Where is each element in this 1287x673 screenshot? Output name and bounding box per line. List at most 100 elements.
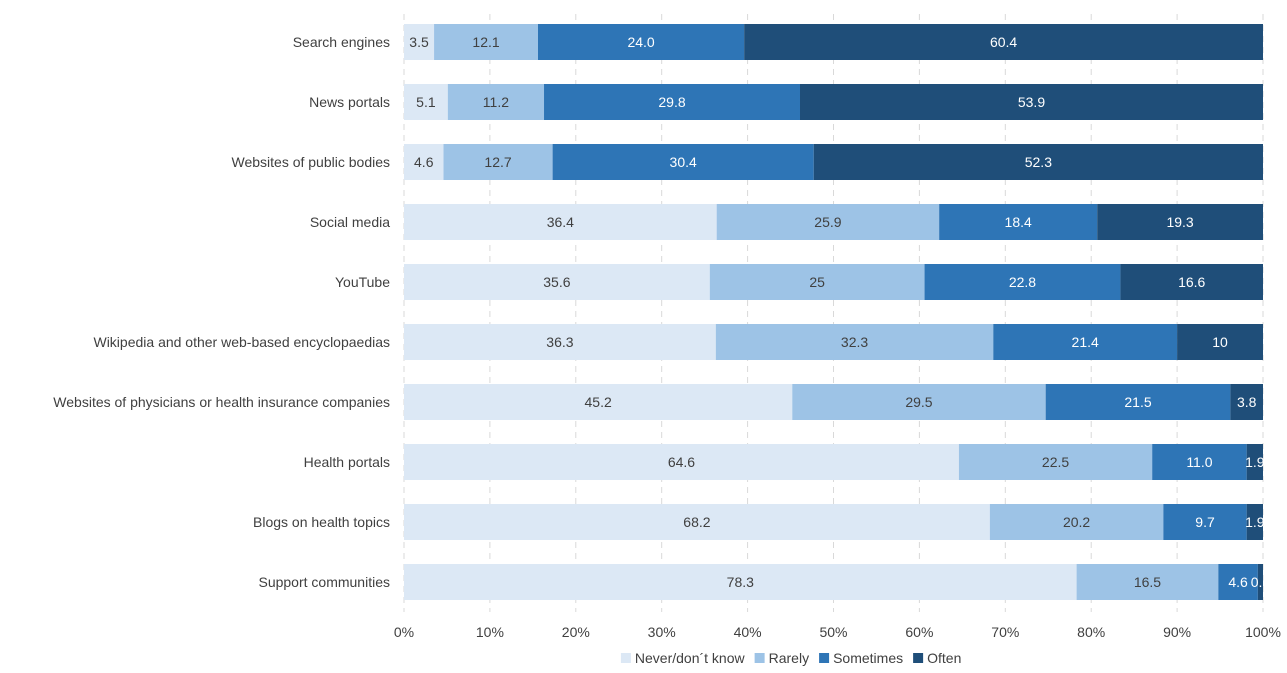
bar-segment xyxy=(1177,324,1263,360)
category-labels: Search engines News portals Websites of pu… xyxy=(53,34,390,590)
x-tick-label: 40% xyxy=(734,624,762,640)
bar-segment xyxy=(404,444,959,480)
bar-segment xyxy=(434,24,539,60)
bar-segment xyxy=(1218,564,1258,600)
data-label: 3.5 xyxy=(409,34,429,50)
bar-segment xyxy=(716,204,940,240)
category-label: Search engines xyxy=(293,34,390,50)
data-label: 1.9 xyxy=(1245,454,1265,470)
bar-segment xyxy=(404,384,793,420)
data-label: 18.4 xyxy=(1005,214,1032,230)
data-label: 12.1 xyxy=(472,34,499,50)
category-label: YouTube xyxy=(335,274,390,290)
data-label: 45.2 xyxy=(585,394,612,410)
data-label: 12.7 xyxy=(484,154,511,170)
bar-segment xyxy=(993,324,1178,360)
x-tick-label: 80% xyxy=(1077,624,1105,640)
category-label: Websites of physicians or health insuran… xyxy=(53,394,390,410)
bar-segment xyxy=(744,24,1263,60)
data-label: 52.3 xyxy=(1025,154,1052,170)
bar-segment xyxy=(404,204,717,240)
category-label: Health portals xyxy=(304,454,390,470)
bar-segment xyxy=(709,264,925,300)
data-label: 16.5 xyxy=(1134,574,1161,590)
data-label: 11.0 xyxy=(1186,454,1212,470)
x-tick-label: 0% xyxy=(394,624,414,640)
data-label: 16.6 xyxy=(1178,274,1205,290)
data-label: 60.4 xyxy=(990,34,1017,50)
category-label: News portals xyxy=(309,94,390,110)
data-label: 53.9 xyxy=(1018,94,1045,110)
data-label: 4.6 xyxy=(414,154,434,170)
bar-segment xyxy=(404,504,990,540)
data-label: 21.5 xyxy=(1124,394,1151,410)
data-label: 68.2 xyxy=(683,514,710,530)
bar-segment xyxy=(404,324,716,360)
data-label: 22.8 xyxy=(1009,274,1036,290)
data-label: 36.3 xyxy=(546,334,573,350)
x-tick-label: 10% xyxy=(476,624,504,640)
data-label: 0.6 xyxy=(1251,574,1271,590)
legend-label: Rarely xyxy=(769,650,809,666)
data-label: 30.4 xyxy=(670,154,697,170)
bar-segment xyxy=(552,144,814,180)
bar-segment xyxy=(813,144,1263,180)
bar-segment xyxy=(792,384,1046,420)
bar-segment xyxy=(1097,204,1263,240)
legend-label: Never/don´t know xyxy=(635,650,746,666)
x-tick-label: 70% xyxy=(991,624,1019,640)
data-label: 1.9 xyxy=(1245,514,1265,530)
bars xyxy=(404,24,1263,600)
bar-segment xyxy=(715,324,994,360)
data-label: 29.5 xyxy=(905,394,932,410)
data-label: 25 xyxy=(809,274,825,290)
bar-segment xyxy=(544,84,800,120)
legend: Never/don´t know Rarely Sometimes Often xyxy=(620,650,961,666)
legend-swatch xyxy=(620,653,631,663)
data-label: 20.2 xyxy=(1063,514,1090,530)
data-label: 24.0 xyxy=(627,34,654,50)
bar-segment xyxy=(404,264,710,300)
bar-segment xyxy=(447,84,545,120)
data-label: 19.3 xyxy=(1166,214,1193,230)
bar-segment xyxy=(404,84,448,120)
data-label: 5.1 xyxy=(416,94,436,110)
bar-segment xyxy=(1246,444,1263,480)
data-label: 22.5 xyxy=(1042,454,1069,470)
x-tick-label: 30% xyxy=(648,624,676,640)
bar-segment xyxy=(404,564,1077,600)
bar-segment xyxy=(1163,504,1247,540)
bar-segment xyxy=(799,84,1263,120)
bar-segment xyxy=(443,144,553,180)
bar-segment xyxy=(404,24,435,60)
category-label: Blogs on health topics xyxy=(253,514,390,530)
bar-segment xyxy=(1152,444,1247,480)
bar-segment xyxy=(404,144,444,180)
data-label: 64.6 xyxy=(668,454,695,470)
x-axis-ticks: 0% 10% 20% 30% 40% 50% 60% 70% 80% 90% 100% xyxy=(394,624,1281,640)
legend-swatch xyxy=(754,653,765,663)
category-label: Social media xyxy=(310,214,390,230)
bar-segment xyxy=(538,24,745,60)
data-label: 78.3 xyxy=(727,574,754,590)
x-tick-label: 50% xyxy=(819,624,847,640)
category-label: Websites of public bodies xyxy=(232,154,391,170)
bar-segment xyxy=(1076,564,1219,600)
bar-segment xyxy=(989,504,1164,540)
data-label: 9.7 xyxy=(1195,514,1215,530)
x-tick-label: 100% xyxy=(1245,624,1281,640)
category-label: Support communities xyxy=(258,574,390,590)
x-tick-label: 20% xyxy=(562,624,590,640)
data-label: 11.2 xyxy=(483,94,509,110)
legend-swatch xyxy=(913,653,924,663)
data-label: 21.4 xyxy=(1072,334,1099,350)
bar-segment xyxy=(939,204,1098,240)
legend-label: Often xyxy=(927,650,961,666)
data-label: 3.8 xyxy=(1237,394,1257,410)
x-tick-label: 60% xyxy=(905,624,933,640)
bar-segment xyxy=(924,264,1121,300)
data-label: 10 xyxy=(1212,334,1228,350)
bar-segment xyxy=(958,444,1153,480)
data-label: 36.4 xyxy=(547,214,574,230)
data-label: 32.3 xyxy=(841,334,868,350)
